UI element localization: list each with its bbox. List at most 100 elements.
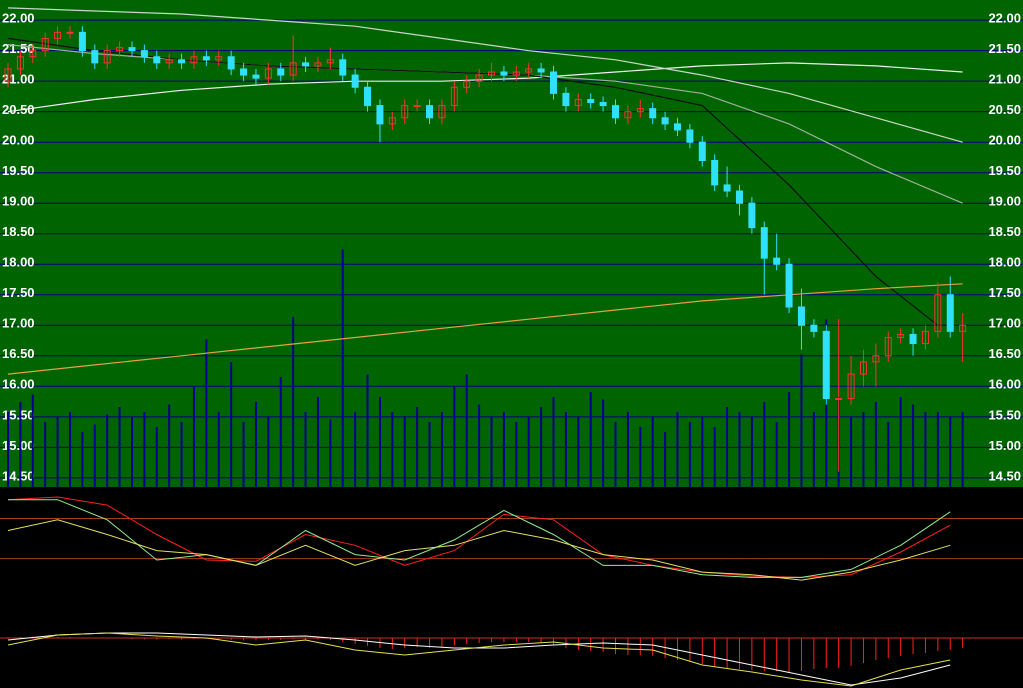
candle-body bbox=[252, 74, 260, 79]
candle-body bbox=[314, 62, 322, 67]
y-tick-label: 16.00 bbox=[988, 377, 1021, 392]
candle-body bbox=[909, 333, 917, 345]
candle-body bbox=[140, 50, 148, 58]
candle-body bbox=[326, 59, 334, 64]
candle-body bbox=[215, 56, 223, 61]
candle-body bbox=[463, 80, 471, 88]
candle-body bbox=[822, 330, 830, 400]
candle-body bbox=[760, 227, 768, 259]
candle-body bbox=[302, 62, 310, 67]
y-tick-label: 14.50 bbox=[988, 468, 1021, 483]
candle-body bbox=[438, 105, 446, 119]
candle-body bbox=[711, 160, 719, 186]
candle-body bbox=[66, 31, 74, 34]
candle-body bbox=[698, 141, 706, 162]
candle-body bbox=[872, 355, 880, 363]
candle-body bbox=[959, 324, 967, 332]
y-tick-label: 19.50 bbox=[988, 163, 1021, 178]
candle-body bbox=[116, 47, 124, 52]
candle-body bbox=[946, 294, 954, 332]
y-tick-label: 15.50 bbox=[2, 407, 35, 422]
candle-body bbox=[897, 333, 905, 338]
y-tick-label: 16.50 bbox=[988, 346, 1021, 361]
candle-body bbox=[413, 105, 421, 108]
candle-body bbox=[339, 59, 347, 76]
candle-body bbox=[748, 202, 756, 229]
candle-body bbox=[512, 71, 520, 76]
y-tick-label: 19.00 bbox=[988, 194, 1021, 209]
candle-body bbox=[227, 56, 235, 70]
candle-body bbox=[810, 324, 818, 332]
candle-body bbox=[388, 117, 396, 125]
y-tick-label: 19.50 bbox=[2, 163, 35, 178]
candle-body bbox=[934, 294, 942, 332]
y-tick-label: 18.00 bbox=[988, 255, 1021, 270]
y-tick-label: 20.00 bbox=[988, 133, 1021, 148]
candle-body bbox=[376, 105, 384, 125]
candle-body bbox=[4, 68, 12, 82]
moving-average bbox=[7, 7, 963, 143]
indicator-line bbox=[8, 499, 951, 578]
moving-average bbox=[7, 283, 963, 375]
candle-body bbox=[773, 257, 781, 265]
candle-body bbox=[661, 117, 669, 125]
candle-body bbox=[550, 71, 558, 94]
candle-body bbox=[500, 71, 508, 76]
candle-body bbox=[847, 373, 855, 400]
candle-body bbox=[785, 263, 793, 308]
candle-body bbox=[128, 47, 136, 52]
y-tick-label: 20.50 bbox=[988, 102, 1021, 117]
candle-body bbox=[202, 56, 210, 61]
candle-body bbox=[401, 105, 409, 119]
moving-average bbox=[7, 37, 939, 326]
candle-body bbox=[190, 56, 198, 64]
candle-body bbox=[277, 68, 285, 76]
moving-average bbox=[7, 62, 963, 113]
y-tick-label: 18.50 bbox=[988, 224, 1021, 239]
candle-body bbox=[178, 59, 186, 64]
candle-body bbox=[884, 336, 892, 357]
candle-body bbox=[289, 62, 297, 76]
candle-body bbox=[624, 111, 632, 119]
candle-body bbox=[537, 68, 545, 73]
candle-body bbox=[29, 50, 37, 58]
y-tick-label: 17.50 bbox=[2, 285, 35, 300]
y-tick-label: 17.50 bbox=[988, 285, 1021, 300]
candle-body bbox=[587, 98, 595, 104]
candle-body bbox=[649, 108, 657, 119]
y-tick-label: 18.50 bbox=[2, 224, 35, 239]
candle-body bbox=[562, 92, 570, 107]
y-tick-label: 22.00 bbox=[988, 11, 1021, 26]
candle-body bbox=[54, 31, 62, 39]
candle-body bbox=[673, 123, 681, 131]
candle-body bbox=[351, 74, 359, 88]
y-tick-label: 19.00 bbox=[2, 194, 35, 209]
candle-body bbox=[264, 68, 272, 79]
y-tick-label: 22.00 bbox=[2, 11, 35, 26]
panel-background bbox=[0, 632, 1023, 688]
y-tick-label: 16.00 bbox=[2, 377, 35, 392]
candle-body bbox=[91, 50, 99, 64]
y-tick-label: 20.00 bbox=[2, 133, 35, 148]
candle-body bbox=[426, 105, 434, 119]
y-tick-label: 14.50 bbox=[2, 468, 35, 483]
panel-background bbox=[0, 0, 1023, 487]
candle-body bbox=[488, 71, 496, 76]
candle-body bbox=[723, 184, 731, 192]
y-tick-label: 17.00 bbox=[988, 316, 1021, 331]
candle-body bbox=[686, 129, 694, 143]
y-tick-label: 21.50 bbox=[988, 41, 1021, 56]
y-tick-label: 15.50 bbox=[988, 407, 1021, 422]
candle-body bbox=[599, 102, 607, 107]
candle-body bbox=[636, 108, 644, 113]
candle-body bbox=[103, 50, 111, 64]
indicator-line bbox=[7, 519, 951, 581]
y-tick-label: 15.00 bbox=[988, 438, 1021, 453]
candle-body bbox=[240, 68, 248, 76]
candle-body bbox=[450, 86, 458, 107]
candle-body bbox=[475, 74, 483, 82]
y-tick-label: 18.00 bbox=[2, 255, 35, 270]
y-tick-label: 20.50 bbox=[2, 102, 35, 117]
candle-body bbox=[859, 361, 867, 375]
